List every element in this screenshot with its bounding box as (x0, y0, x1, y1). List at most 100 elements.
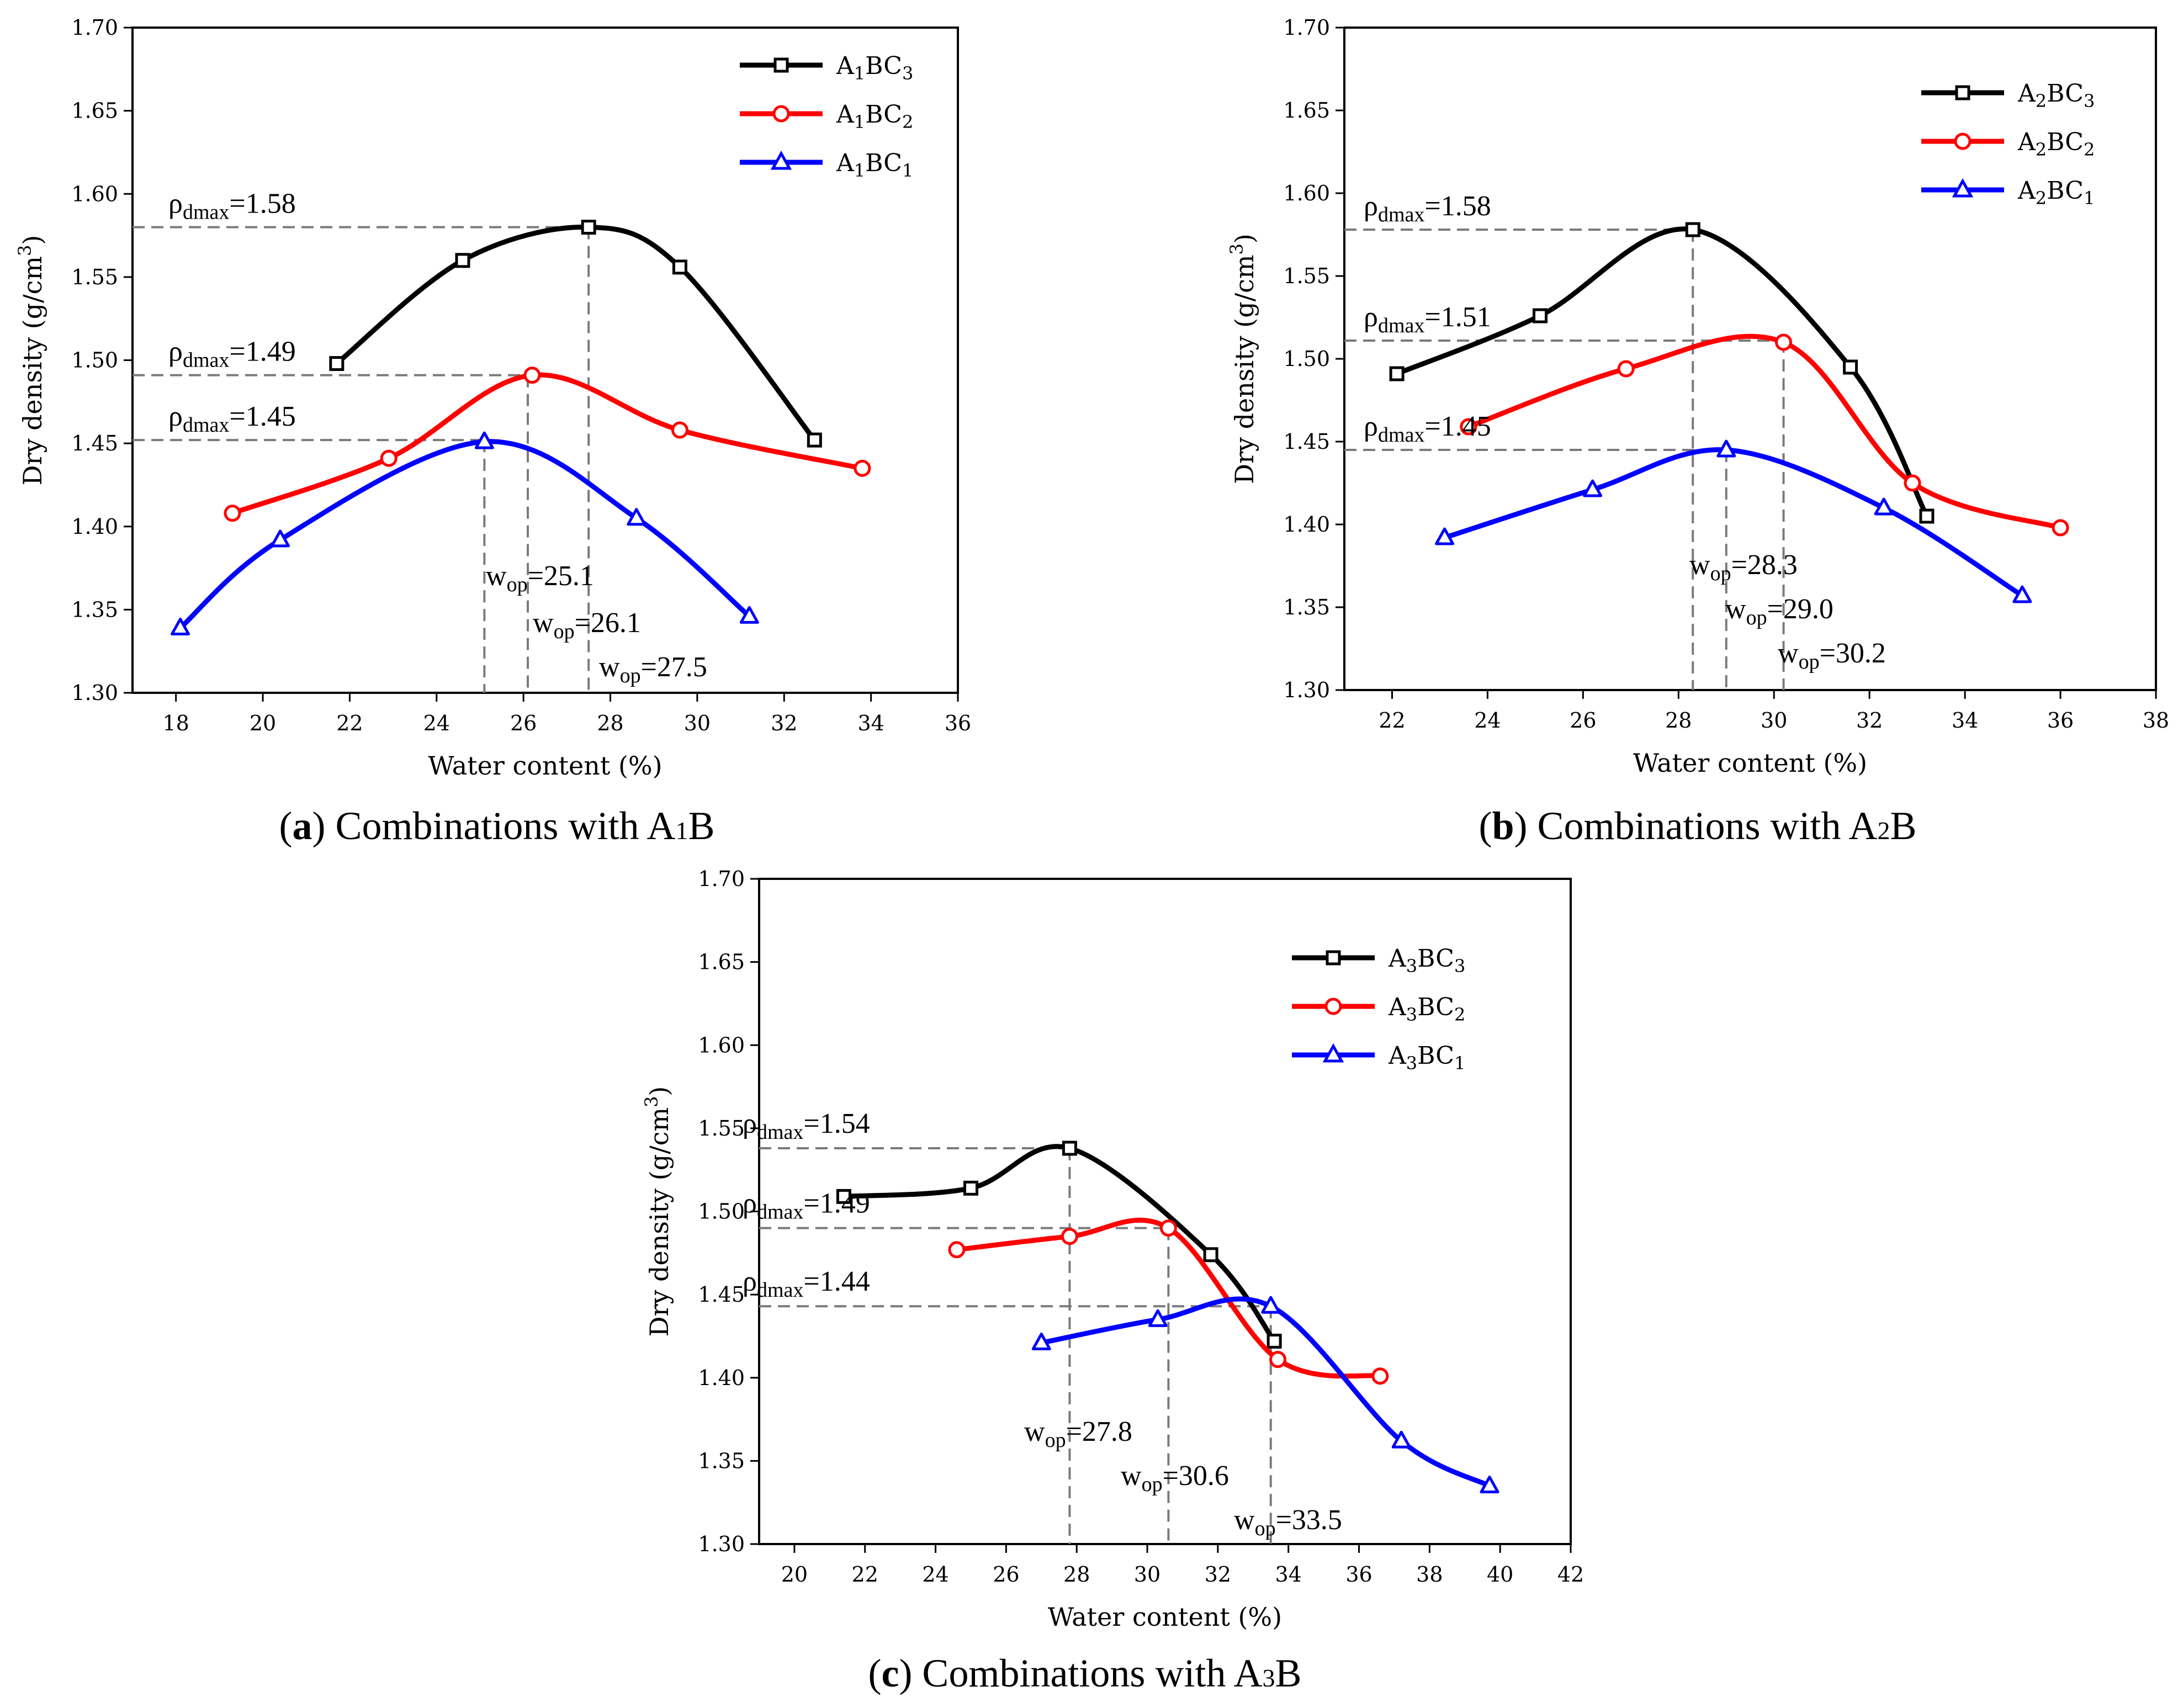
x-tick-label: 22 (1379, 708, 1405, 733)
x-tick-label: 30 (1134, 1562, 1160, 1587)
legend-marker-square (1955, 85, 1970, 100)
y-tick-label: 1.30 (71, 681, 118, 705)
panel-caption: (a) Combinations with A1B (279, 804, 714, 848)
rho-value: =1.44 (803, 1266, 870, 1297)
legend-label: A3BC1 (1388, 1042, 1465, 1074)
legend-label: A1BC1 (836, 149, 913, 181)
legend-label-sub1: 3 (1406, 1004, 1417, 1025)
caption-text: Combinations with A (1537, 804, 1877, 848)
wop-value: =33.5 (1276, 1504, 1342, 1536)
wop-symbol: w (533, 607, 554, 639)
legend-label: A1BC3 (836, 52, 913, 84)
legend-label-sub1: 2 (2036, 188, 2047, 209)
x-axis-label: Water content (%) (1633, 748, 1867, 778)
data-point-square (807, 432, 822, 448)
legend-label-a: A (836, 100, 855, 129)
legend-label: A2BC3 (2017, 79, 2095, 112)
data-point-circle (2052, 519, 2069, 537)
wop-value: =30.6 (1163, 1460, 1229, 1492)
y-tick-label: 1.70 (1283, 15, 1330, 40)
data-point-triangle (1148, 1309, 1168, 1327)
data-point-circle (854, 459, 871, 477)
rho-symbol: ρ (743, 1108, 757, 1139)
legend-label-sub2: 2 (902, 112, 913, 132)
plot-frame (1343, 26, 2157, 691)
y-tick-label: 1.40 (71, 514, 118, 539)
legend-label-sub1: 1 (854, 63, 865, 84)
caption-end: B (1275, 1651, 1301, 1695)
caption-end: B (688, 804, 714, 848)
x-tick-label: 34 (857, 711, 884, 735)
rho-subscript: dmax (1378, 423, 1424, 447)
chart-panel-a: 18 20 22 24 26 28 30 32 34 361.301.351.401.451.50… (14, 15, 971, 848)
x-tick-label: 36 (945, 711, 971, 735)
data-point-square (329, 356, 345, 372)
legend-label-bc: BC (2047, 177, 2084, 205)
wop-value: =27.8 (1066, 1416, 1132, 1447)
y-axis-label-sup: 3 (14, 245, 35, 256)
legend-label: A2BC2 (2017, 128, 2095, 160)
y-tick-label: 1.65 (698, 950, 745, 974)
legend-marker-square (1326, 950, 1341, 966)
legend-label-a: A (1388, 993, 1407, 1021)
rho-subscript: dmax (183, 413, 229, 437)
wop-value: =30.2 (1820, 638, 1886, 669)
wop-label: wop=27.8 (1024, 1416, 1132, 1452)
data-point-square (1203, 1247, 1218, 1263)
legend-label-a: A (836, 149, 855, 177)
caption-paren-open: ( (279, 804, 292, 848)
rho-subscript: dmax (183, 349, 229, 372)
rho-dmax-label: ρdmax=1.49 (743, 1188, 870, 1224)
wop-symbol: w (1778, 638, 1799, 669)
data-point-circle (1460, 418, 1477, 436)
data-point-triangle (271, 529, 290, 548)
legend-label-sub1: 1 (854, 160, 865, 181)
data-point-circle (224, 505, 241, 522)
legend-label-bc: BC (865, 100, 902, 129)
data-point-circle (523, 367, 541, 384)
caption-sub: 3 (1262, 1664, 1275, 1692)
y-tick-label: 1.40 (698, 1366, 745, 1390)
data-point-triangle (1716, 439, 1736, 458)
wop-subscript: op (1045, 1429, 1066, 1452)
legend-label: A3BC3 (1388, 945, 1465, 977)
chart-panel-b: 22 24 26 28 30 32 34 36 381.301.351.401.451.501.… (1226, 15, 2169, 848)
y-tick-label: 1.55 (1283, 264, 1330, 288)
legend-label-sub2: 2 (1454, 1004, 1465, 1025)
rho-dmax-label: ρdmax=1.44 (743, 1266, 870, 1302)
data-point-triangle (1435, 527, 1455, 545)
x-tick-label: 36 (2047, 708, 2074, 733)
caption-letter: c (881, 1651, 899, 1695)
y-tick-label: 1.50 (698, 1200, 745, 1224)
rho-symbol: ρ (1364, 411, 1378, 442)
data-point-square (836, 1189, 851, 1204)
y-axis-label-end: ) (18, 235, 47, 245)
y-tick-label: 1.60 (1283, 181, 1330, 205)
legend-label-sub1: 3 (1406, 956, 1417, 977)
data-point-triangle (1874, 497, 1894, 516)
x-tick-label: 32 (1856, 708, 1883, 733)
rho-subscript: dmax (1378, 203, 1424, 226)
wop-subscript: op (1799, 650, 1820, 673)
y-tick-label: 1.35 (698, 1449, 745, 1473)
wop-subscript: op (1746, 606, 1767, 629)
legend-label-sub2: 1 (1454, 1053, 1465, 1074)
data-point-triangle (474, 431, 494, 449)
wop-label: wop=29.0 (1725, 593, 1833, 629)
rho-value: =1.45 (229, 401, 295, 432)
x-tick-label: 32 (771, 711, 797, 735)
rho-symbol: ρ (168, 336, 183, 368)
legend-label-sub2: 3 (902, 63, 913, 84)
y-tick-label: 1.35 (71, 597, 118, 622)
y-axis-label: Dry density (g/cm3) (641, 1086, 674, 1337)
chart-panel-c: 20 22 24 26 28 30 32 34 36 38 40 421.301.351.401.45… (641, 867, 1584, 1695)
rho-symbol: ρ (743, 1266, 757, 1297)
caption-paren-close: ) (312, 804, 335, 848)
y-tick-label: 1.70 (71, 15, 118, 40)
data-point-square (455, 253, 470, 268)
y-axis-label-text: Dry density (g/cm (1230, 254, 1259, 484)
wop-subscript: op (507, 573, 528, 596)
wop-label: wop=26.1 (533, 607, 641, 643)
